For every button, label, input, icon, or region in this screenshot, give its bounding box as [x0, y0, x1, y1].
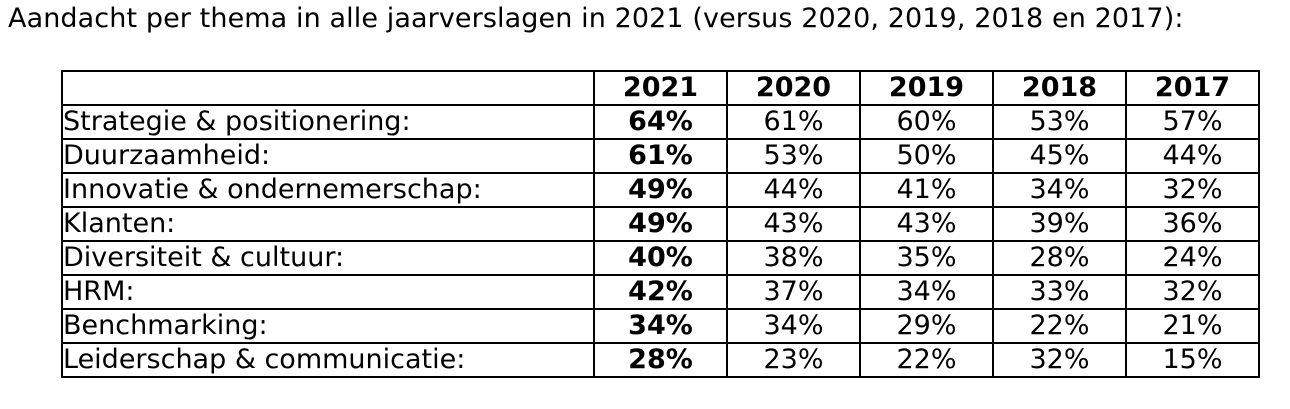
value-cell-2021: 64% [593, 104, 728, 140]
year-header: 2019 [859, 70, 994, 106]
table-row: Strategie & positionering: 64% 61% 60% 5… [61, 104, 1260, 140]
value-cell-2021: 28% [593, 342, 728, 378]
theme-attention-table: 2021 2020 2019 2018 2017 Strategie & pos… [61, 70, 1260, 378]
theme-label: Duurzaamheid: [61, 138, 595, 174]
table-row: Diversiteit & cultuur: 40% 38% 35% 28% 2… [61, 240, 1260, 276]
year-header: 2020 [726, 70, 861, 106]
value-cell-2019: 29% [859, 308, 994, 344]
value-cell-2020: 34% [726, 308, 861, 344]
value-cell-2018: 39% [992, 206, 1127, 242]
value-cell-2019: 22% [859, 342, 994, 378]
value-cell-2017: 15% [1125, 342, 1260, 378]
value-cell-2021: 49% [593, 206, 728, 242]
table-header-row: 2021 2020 2019 2018 2017 [61, 70, 1260, 106]
value-cell-2019: 34% [859, 274, 994, 310]
table-row: Benchmarking: 34% 34% 29% 22% 21% [61, 308, 1260, 344]
page-title: Aandacht per thema in alle jaarverslagen… [8, 3, 1184, 34]
value-cell-2017: 57% [1125, 104, 1260, 140]
value-cell-2018: 22% [992, 308, 1127, 344]
value-cell-2017: 36% [1125, 206, 1260, 242]
value-cell-2020: 43% [726, 206, 861, 242]
theme-label: Innovatie & ondernemerschap: [61, 172, 595, 208]
value-cell-2021: 61% [593, 138, 728, 174]
value-cell-2018: 33% [992, 274, 1127, 310]
value-cell-2017: 32% [1125, 172, 1260, 208]
table-row: Innovatie & ondernemerschap: 49% 44% 41%… [61, 172, 1260, 208]
theme-label: Leiderschap & communicatie: [61, 342, 595, 378]
theme-label: Diversiteit & cultuur: [61, 240, 595, 276]
value-cell-2017: 32% [1125, 274, 1260, 310]
value-cell-2020: 23% [726, 342, 861, 378]
value-cell-2019: 43% [859, 206, 994, 242]
value-cell-2018: 34% [992, 172, 1127, 208]
year-header: 2021 [593, 70, 728, 106]
value-cell-2021: 34% [593, 308, 728, 344]
table-corner-cell [61, 70, 595, 106]
value-cell-2020: 38% [726, 240, 861, 276]
value-cell-2017: 24% [1125, 240, 1260, 276]
value-cell-2018: 32% [992, 342, 1127, 378]
theme-label: HRM: [61, 274, 595, 310]
value-cell-2018: 45% [992, 138, 1127, 174]
value-cell-2018: 28% [992, 240, 1127, 276]
value-cell-2020: 37% [726, 274, 861, 310]
value-cell-2017: 21% [1125, 308, 1260, 344]
value-cell-2017: 44% [1125, 138, 1260, 174]
value-cell-2021: 49% [593, 172, 728, 208]
year-header: 2018 [992, 70, 1127, 106]
table-row: Leiderschap & communicatie: 28% 23% 22% … [61, 342, 1260, 378]
value-cell-2020: 53% [726, 138, 861, 174]
value-cell-2019: 35% [859, 240, 994, 276]
theme-label: Strategie & positionering: [61, 104, 595, 140]
value-cell-2019: 41% [859, 172, 994, 208]
value-cell-2021: 42% [593, 274, 728, 310]
table-row: HRM: 42% 37% 34% 33% 32% [61, 274, 1260, 310]
year-header: 2017 [1125, 70, 1260, 106]
value-cell-2019: 60% [859, 104, 994, 140]
value-cell-2021: 40% [593, 240, 728, 276]
table-row: Duurzaamheid: 61% 53% 50% 45% 44% [61, 138, 1260, 174]
value-cell-2020: 44% [726, 172, 861, 208]
value-cell-2018: 53% [992, 104, 1127, 140]
value-cell-2019: 50% [859, 138, 994, 174]
table-row: Klanten: 49% 43% 43% 39% 36% [61, 206, 1260, 242]
value-cell-2020: 61% [726, 104, 861, 140]
theme-label: Klanten: [61, 206, 595, 242]
theme-label: Benchmarking: [61, 308, 595, 344]
